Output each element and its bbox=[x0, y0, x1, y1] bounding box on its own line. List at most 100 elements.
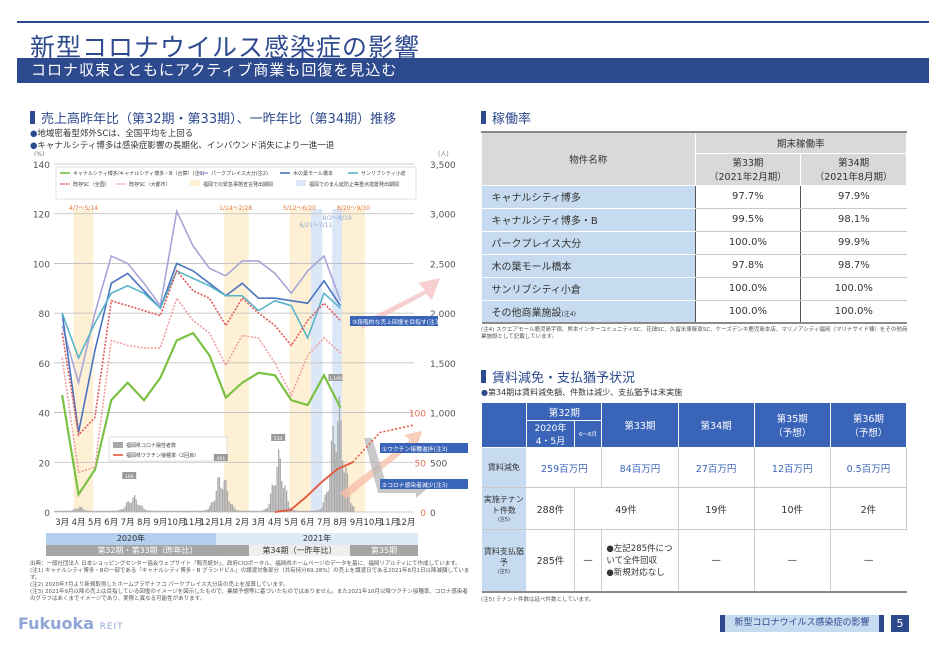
svg-text:534: 534 bbox=[274, 436, 283, 442]
table-row: キャナルシティ博多 97.7% 97.9% bbox=[481, 185, 907, 209]
svg-text:100: 100 bbox=[409, 410, 426, 420]
col-p36: 第36期 （予想） bbox=[829, 402, 908, 448]
col-p32b: 6〜8月 bbox=[573, 420, 603, 448]
svg-text:②コロナ感染者減少(注3): ②コロナ感染者減少(注3) bbox=[382, 481, 448, 489]
bullet-item: ●キャナルシティ博多は感染症影響の長期化、インバウンド消失により一進一退 bbox=[30, 141, 335, 151]
year-2021: 2021年 bbox=[216, 533, 418, 545]
svg-text:3,000: 3,000 bbox=[430, 211, 456, 221]
col-property-name: 物件名称 bbox=[481, 131, 696, 186]
svg-text:6月: 6月 bbox=[104, 518, 118, 528]
col-p32a: 2020年 4・5月 bbox=[526, 420, 575, 448]
col-p33: 第33期 （2021年2月期） bbox=[694, 152, 802, 186]
rent-corner bbox=[480, 402, 528, 448]
svg-text:100: 100 bbox=[33, 260, 50, 270]
svg-text:8/2〜8/19: 8/2〜8/19 bbox=[323, 215, 352, 222]
svg-text:50: 50 bbox=[415, 459, 427, 469]
svg-text:③段階的な売上回復を目指す(注3): ③段階的な売上回復を目指す(注3) bbox=[352, 318, 441, 326]
svg-text:1,500: 1,500 bbox=[430, 360, 456, 370]
svg-text:8月: 8月 bbox=[333, 518, 347, 528]
svg-text:0: 0 bbox=[430, 509, 436, 519]
page-title: 新型コロナウイルス感染症の影響 bbox=[30, 33, 421, 62]
year-row: 2020年 2021年 bbox=[46, 533, 418, 545]
svg-text:9月: 9月 bbox=[153, 518, 167, 528]
svg-text:6/21〜7/11: 6/21〜7/11 bbox=[299, 222, 332, 229]
bullet-item: ●地域密着型郊外SCは、全国平均を上回る bbox=[30, 129, 194, 139]
footer-section-tag: 新型コロナウイルス感染症の影響 bbox=[720, 615, 884, 632]
svg-text:4月: 4月 bbox=[268, 518, 282, 528]
occupancy-table: 物件名称 期末稼働率 第33期 （2021年2月期） 第34期 （2021年8月期）… bbox=[481, 131, 908, 324]
heading-bar-icon bbox=[30, 111, 35, 124]
rent-heading: 賃料減免・支払猶予状況 bbox=[481, 367, 635, 386]
svg-text:福岡での緊急事態宣言発出期間: 福岡での緊急事態宣言発出期間 bbox=[203, 181, 273, 188]
svg-text:福岡でのまん延防止等重点措置発出期間: 福岡でのまん延防止等重点措置発出期間 bbox=[309, 181, 399, 188]
svg-text:7月: 7月 bbox=[121, 518, 135, 528]
table-row: 実施テナント件数 (注5) 288件 49件 19件 10件 2件 bbox=[481, 487, 908, 530]
svg-text:パークプレイス大分(注2): パークプレイス大分(注2) bbox=[211, 170, 268, 177]
svg-text:140: 140 bbox=[33, 161, 50, 171]
svg-text:(%): (%) bbox=[34, 151, 44, 158]
svg-text:1,000: 1,000 bbox=[430, 410, 456, 420]
table-row: その他商業施設(注4) 100.0% 100.0% bbox=[481, 300, 907, 324]
svg-text:(人): (人) bbox=[438, 151, 449, 158]
col-p33: 第33期 bbox=[601, 402, 679, 448]
bullet-dot-icon: ● bbox=[30, 141, 38, 151]
col-p32: 第32期 bbox=[526, 402, 603, 421]
col-occupancy-group: 期末稼働率 bbox=[694, 131, 908, 154]
col-p34: 第34期 （2021年8月期） bbox=[800, 152, 907, 186]
col-p34: 第34期 bbox=[677, 402, 755, 448]
sales-section-heading: 売上高昨年比（第32期・第33期）、一昨年比（第34期）推移 bbox=[30, 108, 396, 127]
svg-text:3,500: 3,500 bbox=[430, 161, 456, 171]
chart-canvas: 4/7〜5/14 1/14〜2/28 5/12〜6/20 8/20〜9/30 8/2〜8… bbox=[33, 151, 468, 528]
rent-bullet: ●第34期は賃料減免額、件数は減少、支払猶予は未実施 bbox=[481, 388, 683, 397]
svg-text:6月: 6月 bbox=[301, 518, 315, 528]
svg-text:120: 120 bbox=[33, 211, 50, 221]
svg-text:5月: 5月 bbox=[88, 518, 102, 528]
sales-notes: 出典：一般社団法人 日本ショッピングセンター協会ウェブサイト「販売統計」、政府C… bbox=[30, 561, 470, 602]
period-32-33: 第32期・第33期（昨年比） bbox=[46, 545, 249, 556]
rent-table: 第32期 第33期 第34期 第35期 （予想） 第36期 （予想） 2020年 4… bbox=[480, 402, 908, 593]
heading-bar-icon bbox=[481, 111, 486, 124]
svg-text:2月: 2月 bbox=[235, 518, 249, 528]
svg-text:5/12〜6/20: 5/12〜6/20 bbox=[283, 205, 316, 212]
svg-text:500: 500 bbox=[430, 459, 447, 469]
sales-heading-text: 売上高昨年比（第32期・第33期）、一昨年比（第34期）推移 bbox=[41, 112, 397, 127]
svg-text:10月: 10月 bbox=[363, 518, 382, 528]
svg-text:5月: 5月 bbox=[284, 518, 298, 528]
svg-text:2,500: 2,500 bbox=[430, 260, 456, 270]
svg-text:401: 401 bbox=[217, 456, 226, 462]
svg-text:サンリブシティ小倉: サンリブシティ小倉 bbox=[361, 170, 406, 177]
sales-chart: 4/7〜5/14 1/14〜2/28 5/12〜6/20 8/20〜9/30 8/2〜8… bbox=[20, 148, 470, 528]
svg-text:40: 40 bbox=[39, 410, 51, 420]
svg-text:9月: 9月 bbox=[350, 518, 364, 528]
svg-text:166: 166 bbox=[125, 474, 134, 480]
svg-text:①ワクチン接種進捗(注3): ①ワクチン接種進捗(注3) bbox=[382, 445, 448, 453]
svg-text:11月: 11月 bbox=[380, 518, 399, 528]
svg-text:既存SC（全国）: 既存SC（全国） bbox=[73, 181, 110, 188]
svg-text:2,000: 2,000 bbox=[430, 310, 456, 320]
period-34: 第34期（一昨年比） bbox=[249, 545, 350, 556]
svg-text:20: 20 bbox=[39, 459, 51, 469]
top-rule bbox=[17, 21, 929, 23]
svg-text:木の葉モール橋本: 木の葉モール橋本 bbox=[293, 170, 333, 177]
sales-bullets: ●地域密着型郊外SCは、全国平均を上回る ●キャナルシティ博多は感染症影響の長期… bbox=[30, 128, 334, 152]
svg-text:福岡県ワクチン接種率（2回目）: 福岡県ワクチン接種率（2回目） bbox=[126, 452, 199, 459]
svg-text:60: 60 bbox=[39, 360, 51, 370]
svg-text:既存SC（大都市）: 既存SC（大都市） bbox=[129, 181, 171, 188]
bullet-dot-icon: ● bbox=[30, 129, 38, 139]
period-35: 第35期 bbox=[350, 545, 418, 556]
table-row: 木の葉モール橋本 97.8% 98.7% bbox=[481, 254, 907, 278]
table-row: キャナルシティ博多・B 99.5% 98.1% bbox=[481, 208, 907, 232]
svg-text:1,199: 1,199 bbox=[329, 376, 342, 382]
svg-text:0: 0 bbox=[44, 509, 50, 519]
table-row: 賃料減免 259百万円 84百万円 27百万円 12百万円 0.5百万円 bbox=[481, 447, 908, 488]
occupancy-heading: 稼働率 bbox=[481, 108, 531, 127]
subtitle-band: コロナ収束とともにアクティブ商業も回復を見込む bbox=[17, 58, 929, 83]
occupancy-note: (注4) スクエアモール鹿児島宇宿、熊本インターコミュニティSC、花畑SC、久留… bbox=[481, 327, 908, 340]
svg-text:4/7〜5/14: 4/7〜5/14 bbox=[69, 205, 98, 212]
svg-text:1月: 1月 bbox=[219, 518, 233, 528]
svg-text:12月: 12月 bbox=[200, 518, 219, 528]
table-row: 賃料支払猶予 (注5) 285件 — ●左記285件について全件回収 ●新規対応なし… bbox=[481, 529, 907, 593]
svg-text:0: 0 bbox=[420, 509, 426, 519]
svg-text:3月: 3月 bbox=[55, 518, 69, 528]
svg-text:7月: 7月 bbox=[317, 518, 331, 528]
